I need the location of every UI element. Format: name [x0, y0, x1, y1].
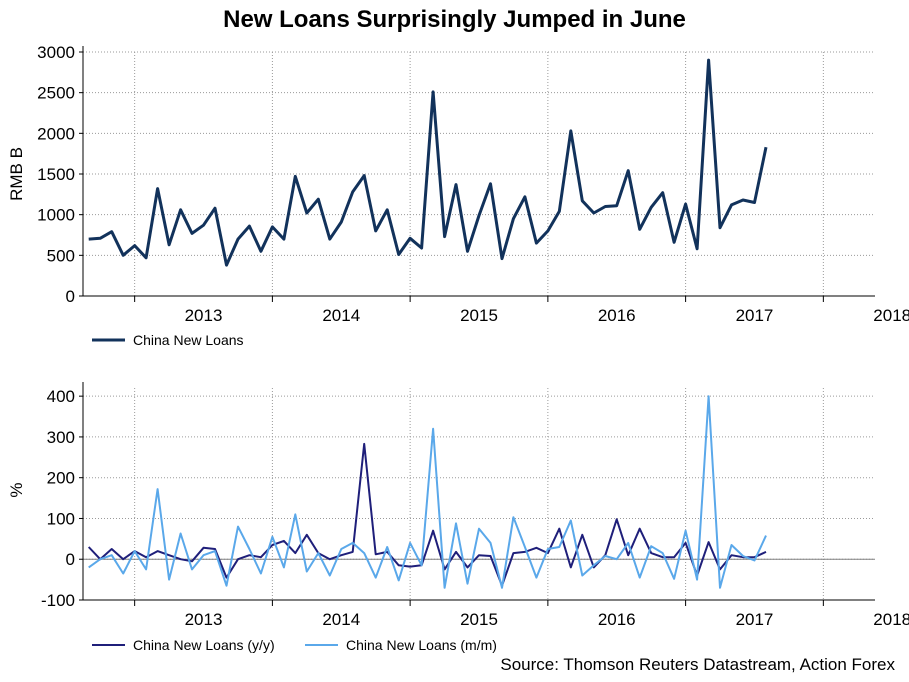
- y-tick-label: 0: [66, 550, 75, 569]
- source-note: Source: Thomson Reuters Datastream, Acti…: [500, 655, 895, 674]
- y-tick-label: 2000: [37, 124, 75, 143]
- series-line-1: [87, 442, 767, 587]
- chart-panel-2: -100 0 100 200 300 400% 2013 2014 2015 2016 2017 20…: [7, 382, 909, 653]
- y-tick-label: 100: [47, 509, 75, 528]
- x-tick-label: 2017: [736, 610, 774, 629]
- x-tick-label: 2013: [185, 610, 223, 629]
- chart-title: New Loans Surprisingly Jumped in June: [223, 6, 686, 33]
- y-tick-label: 500: [47, 246, 75, 265]
- x-tick-label: 2013: [185, 306, 223, 325]
- y-tick-label: 200: [47, 469, 75, 488]
- x-tick-label: 2016: [598, 306, 636, 325]
- y-tick-label: 1500: [37, 165, 75, 184]
- legend-label: China New Loans (y/y): [133, 637, 275, 653]
- chart-panel-1: 0 500 1000 1500 2000 2500 3000 RMB B 2013 2014 201…: [7, 43, 909, 348]
- y-axis-label: RMB B: [7, 147, 26, 201]
- x-tick-label: 2018: [873, 610, 909, 629]
- series-line-2: [88, 395, 767, 589]
- legend-label: China New Loans (m/m): [346, 637, 497, 653]
- y-tick-label: 300: [47, 428, 75, 447]
- y-tick-label: 400: [47, 387, 75, 406]
- y-tick-label: 3000: [37, 43, 75, 62]
- x-tick-label: 2014: [322, 306, 360, 325]
- x-tick-label: 2018: [873, 306, 909, 325]
- x-tick-label: 2017: [736, 306, 774, 325]
- y-tick-label: -100: [41, 591, 75, 610]
- x-tick-label: 2014: [322, 610, 360, 629]
- legend-label: China New Loans: [133, 332, 244, 348]
- y-tick-label: 1000: [37, 206, 75, 225]
- x-tick-label: 2015: [460, 306, 498, 325]
- x-tick-label: 2016: [598, 610, 636, 629]
- y-axis-label: %: [7, 482, 26, 497]
- series-line-1: [88, 58, 768, 267]
- x-tick-label: 2015: [460, 610, 498, 629]
- y-tick-label: 2500: [37, 84, 75, 103]
- y-tick-label: 0: [66, 287, 75, 306]
